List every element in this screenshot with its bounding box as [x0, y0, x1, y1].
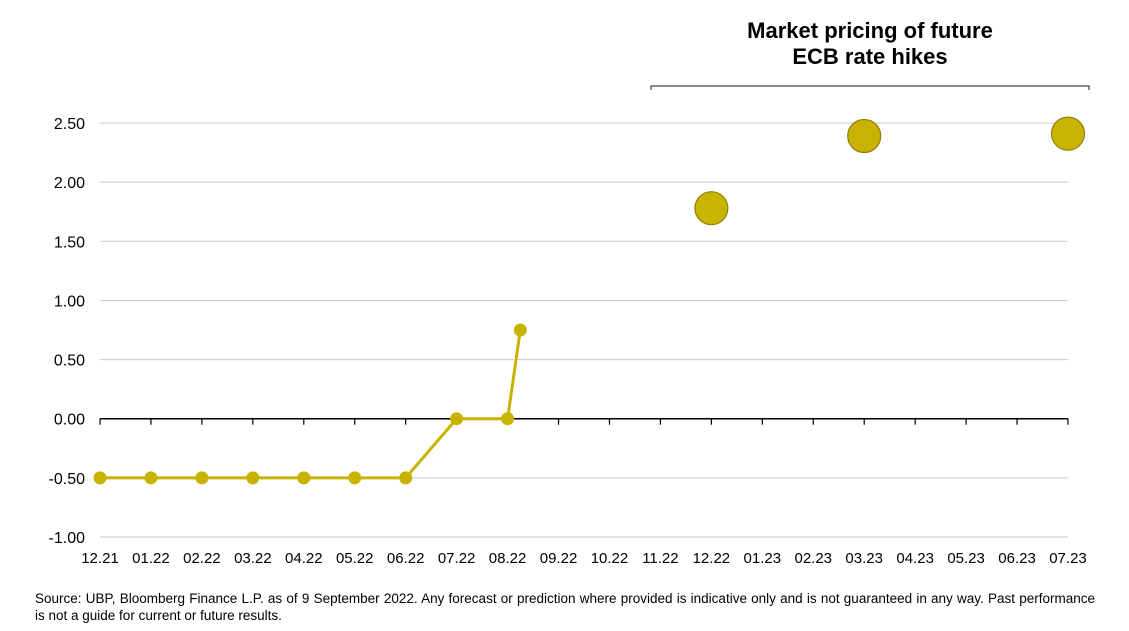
annotation-line-2: ECB rate hikes	[792, 44, 948, 69]
data-point	[450, 412, 464, 426]
x-tick-label: 09.22	[540, 550, 578, 567]
x-tick-label: 03.22	[234, 550, 272, 567]
data-point	[348, 471, 362, 485]
data-point	[501, 412, 515, 426]
series	[93, 116, 1086, 485]
data-point	[195, 471, 209, 485]
x-tick-label: 06.23	[998, 550, 1036, 567]
x-tick-label: 07.22	[438, 550, 476, 567]
y-tick-label: -0.50	[49, 471, 86, 488]
data-point	[93, 471, 107, 485]
gridlines	[100, 122, 1068, 538]
annotation-line-1: Market pricing of future	[747, 18, 993, 43]
x-tick-label: 06.22	[387, 550, 425, 567]
source-note: Source: UBP, Bloomberg Finance L.P. as o…	[35, 591, 1095, 623]
data-point	[513, 323, 527, 337]
x-tick-label: 02.23	[794, 550, 832, 567]
x-tick-label: 05.22	[336, 550, 374, 567]
annotation-title: Market pricing of future ECB rate hikes	[660, 18, 1080, 70]
y-tick-label: 0.00	[54, 412, 85, 429]
x-axis	[99, 417, 1069, 425]
x-tick-label: 08.22	[489, 550, 527, 567]
x-tick-label: 11.22	[642, 550, 678, 567]
data-point	[399, 471, 413, 485]
data-point	[144, 471, 158, 485]
y-tick-label: -1.00	[49, 530, 86, 547]
x-tick-label: 12.21	[81, 550, 119, 567]
forecast-bubble	[847, 118, 882, 154]
bracket-line	[650, 85, 1090, 90]
x-tick-label: 03.23	[845, 550, 883, 567]
x-tick-label: 04.22	[285, 550, 323, 567]
forecast-bubble	[694, 191, 729, 226]
forecast-bracket	[650, 85, 1090, 90]
x-tick-label: 02.22	[183, 550, 221, 567]
y-tick-label: 2.00	[54, 175, 85, 192]
x-tick-label: 12.22	[693, 550, 731, 567]
series-line	[100, 329, 522, 480]
x-tick-label: 05.23	[947, 550, 985, 567]
y-tick-label: 2.50	[54, 116, 85, 133]
y-tick-label: 1.50	[54, 234, 85, 251]
x-tick-label: 10.22	[591, 550, 629, 567]
x-axis-labels: 12.21 01.22 02.22 03.22 04.22 05.22 06.22 07.22…	[81, 550, 1087, 567]
x-tick-label: 04.23	[896, 550, 934, 567]
data-point	[297, 471, 311, 485]
x-tick-label: 01.22	[132, 550, 170, 567]
y-tick-label: 0.50	[54, 353, 85, 370]
x-tick-label: 07.23	[1049, 550, 1087, 567]
data-point	[246, 471, 260, 485]
forecast-bubble	[1050, 116, 1086, 151]
y-axis-labels: 2.50 2.00 1.50 1.00 0.50 0.00 -0.50 -1.00	[49, 116, 86, 547]
x-tick-label: 01.23	[744, 550, 782, 567]
y-tick-label: 1.00	[54, 293, 85, 310]
